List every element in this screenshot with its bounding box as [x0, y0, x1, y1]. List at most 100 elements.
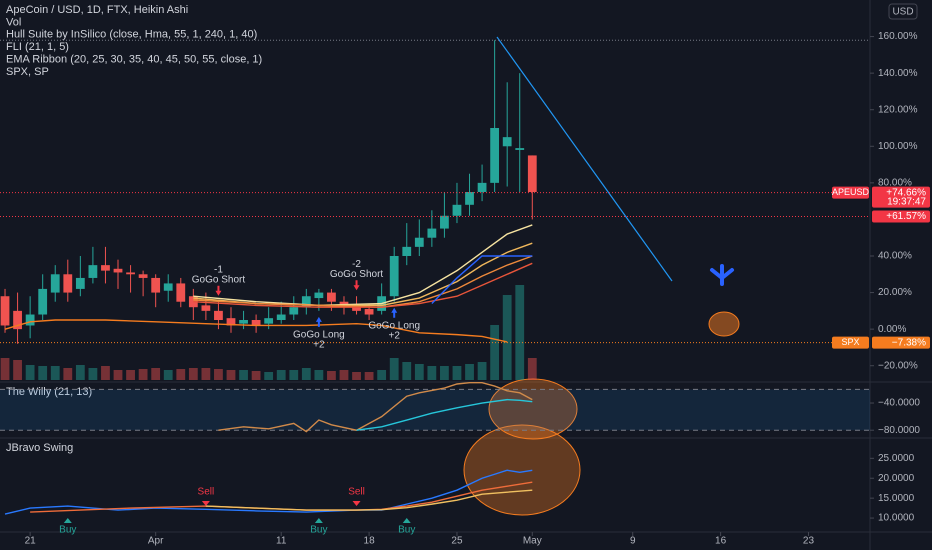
- series-line: [4, 319, 508, 343]
- signal-arrow: [315, 316, 322, 327]
- volume-bar: [38, 366, 48, 380]
- volume-bar: [226, 370, 236, 380]
- candle-body: [502, 137, 512, 147]
- signal-arrow: [391, 307, 398, 318]
- volume-bar: [75, 365, 85, 380]
- signal-label: Sell: [198, 487, 215, 498]
- candle-body: [113, 268, 123, 273]
- volume-bar: [402, 362, 412, 380]
- signal-label: Buy: [398, 525, 415, 536]
- circle-drawing: [488, 378, 578, 440]
- y-tick-label: 10.0000: [878, 513, 915, 524]
- signal-label: GoGo Short: [192, 274, 246, 285]
- y-tick-label: 0.00%: [878, 324, 906, 335]
- circle-drawing: [463, 424, 581, 516]
- volume-bar: [50, 366, 60, 380]
- signal-count: -1: [214, 264, 223, 275]
- candle-body: [151, 277, 161, 293]
- volume-bar: [301, 368, 311, 380]
- signal-arrow: [201, 501, 210, 506]
- y-tick-label: 160.00%: [878, 31, 918, 42]
- pane-title: The Willy (21, 13): [6, 386, 92, 398]
- candle-body: [13, 310, 22, 330]
- volume-bar: [352, 372, 361, 380]
- legend-entry: Vol: [6, 16, 21, 28]
- volume-bar: [339, 370, 349, 380]
- volume-bar: [440, 366, 449, 380]
- candle-body: [176, 283, 186, 302]
- volume-bar: [452, 366, 462, 380]
- volume-bar: [414, 364, 424, 380]
- series-line: [218, 381, 533, 433]
- y-tick-label: 80.00%: [878, 177, 912, 188]
- volume-bar: [251, 371, 261, 380]
- volume-bar: [214, 369, 223, 380]
- volume-bar: [13, 360, 22, 380]
- series-line: [431, 255, 533, 305]
- y-tick-label: −20.00%: [878, 360, 918, 371]
- candle-body: [88, 265, 98, 278]
- volume-bar: [465, 364, 474, 380]
- legend-entry: SPX, SP: [6, 66, 49, 78]
- y-tick-label: −80.0000: [878, 425, 920, 436]
- series-line: [356, 398, 533, 431]
- volume-bar: [126, 370, 135, 380]
- signal-arrow: [215, 285, 222, 296]
- x-tick-label: May: [523, 536, 542, 547]
- price-badge: [872, 186, 930, 208]
- series-line: [193, 262, 533, 308]
- price-badge: [872, 336, 930, 349]
- x-tick-label: 9: [630, 536, 636, 547]
- currency-button[interactable]: [888, 3, 918, 20]
- candle-body: [527, 155, 537, 192]
- trend-line: [496, 36, 673, 282]
- volume-bar: [490, 325, 500, 380]
- volume-bar: [176, 369, 186, 380]
- volume-bar: [138, 369, 148, 380]
- series-name-badge: [832, 186, 869, 199]
- candle-body: [126, 272, 135, 275]
- candle-body: [0, 296, 10, 326]
- signal-count: -2: [352, 259, 361, 270]
- price-badge-label: −7.38%: [892, 337, 926, 348]
- signal-count: +2: [388, 330, 400, 341]
- candle-body: [465, 192, 474, 205]
- y-tick-label: 100.00%: [878, 141, 918, 152]
- signal-arrow: [352, 501, 361, 506]
- series-line: [205, 489, 533, 511]
- y-tick-label: 40.00%: [878, 251, 912, 262]
- volume-bar: [163, 370, 173, 380]
- candle-body: [25, 314, 35, 326]
- y-tick-label: 140.00%: [878, 68, 918, 79]
- y-tick-label: −40.0000: [878, 398, 920, 409]
- candle-body: [163, 283, 173, 291]
- volume-bar: [527, 358, 537, 380]
- volume-bar: [151, 368, 161, 380]
- pane-title: JBravo Swing: [6, 442, 73, 454]
- volume-bar: [377, 370, 387, 380]
- candle-body: [101, 265, 110, 271]
- candle-body: [301, 296, 311, 308]
- candle-body: [50, 274, 60, 293]
- series-name-label: APEUSD: [832, 187, 870, 197]
- y-tick-label: 120.00%: [878, 104, 918, 115]
- candle-body: [314, 292, 324, 299]
- signal-label: GoGo Long: [368, 320, 420, 331]
- volume-bar: [113, 370, 123, 380]
- candle-body: [515, 148, 525, 150]
- price-badge: [872, 210, 930, 223]
- legend-entry: EMA Ribbon (20, 25, 30, 35, 40, 45, 50, …: [6, 54, 262, 66]
- volume-bar: [389, 358, 399, 380]
- volume-bar: [264, 372, 274, 380]
- signal-label: Buy: [59, 525, 76, 536]
- volume-bar: [0, 358, 10, 380]
- candle-body: [452, 204, 462, 216]
- x-tick-label: Apr: [148, 536, 164, 547]
- series-name-label: SPX: [841, 337, 859, 347]
- x-tick-label: 18: [364, 536, 376, 547]
- volume-bar: [515, 285, 525, 380]
- volume-bar: [502, 295, 512, 380]
- volume-bar: [314, 370, 324, 380]
- legend-entry: FLI (21, 1, 5): [6, 41, 69, 53]
